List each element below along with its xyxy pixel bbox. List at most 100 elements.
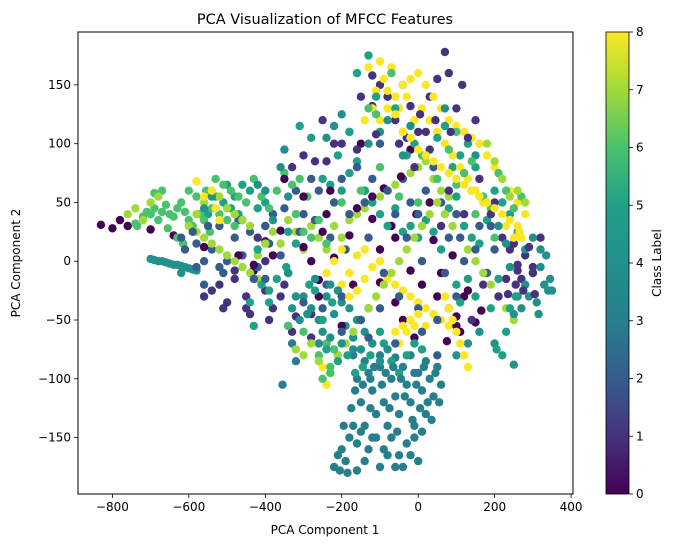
data-point-class-5 bbox=[253, 245, 262, 254]
data-point-class-5 bbox=[391, 204, 400, 213]
data-point-class-3 bbox=[349, 421, 358, 430]
data-point-class-3 bbox=[393, 427, 402, 436]
data-point-class-0 bbox=[448, 251, 457, 260]
data-point-class-5 bbox=[364, 51, 373, 60]
data-point-class-4 bbox=[540, 280, 549, 289]
data-point-class-6 bbox=[295, 174, 304, 184]
data-point-class-8 bbox=[398, 80, 408, 90]
data-point-class-1 bbox=[410, 163, 419, 172]
data-point-class-7 bbox=[337, 233, 346, 242]
data-point-class-6 bbox=[318, 374, 327, 383]
data-point-class-2 bbox=[486, 221, 495, 231]
data-point-class-2 bbox=[421, 186, 430, 195]
data-point-class-8 bbox=[475, 192, 484, 201]
data-point-class-3 bbox=[421, 409, 430, 419]
data-point-class-3 bbox=[400, 392, 409, 401]
colorbar-tick-label: 6 bbox=[636, 141, 644, 155]
data-point-class-7 bbox=[402, 245, 411, 254]
data-point-class-5 bbox=[333, 151, 343, 160]
data-point-class-7 bbox=[498, 174, 507, 184]
data-point-class-5 bbox=[417, 345, 427, 354]
data-point-class-3 bbox=[377, 380, 387, 389]
data-point-class-6 bbox=[133, 221, 142, 231]
data-point-class-6 bbox=[467, 157, 476, 166]
data-point-class-5 bbox=[471, 292, 480, 301]
data-point-class-2 bbox=[329, 198, 339, 207]
data-point-class-5 bbox=[498, 198, 507, 207]
data-point-class-4 bbox=[528, 233, 538, 242]
data-point-class-8 bbox=[375, 257, 385, 266]
data-point-class-5 bbox=[391, 104, 400, 113]
data-point-class-7 bbox=[215, 192, 224, 201]
data-point-class-5 bbox=[245, 186, 255, 195]
data-point-class-5 bbox=[328, 298, 337, 307]
data-point-class-2 bbox=[356, 315, 366, 325]
data-point-class-8 bbox=[345, 292, 354, 301]
data-point-class-4 bbox=[268, 215, 278, 225]
data-point-class-4 bbox=[284, 268, 293, 278]
data-point-class-5 bbox=[352, 157, 362, 166]
data-point-class-6 bbox=[199, 215, 209, 225]
data-point-class-3 bbox=[375, 351, 385, 360]
data-point-class-7 bbox=[253, 251, 262, 260]
data-point-class-8 bbox=[360, 274, 369, 284]
data-point-class-6 bbox=[234, 192, 243, 201]
data-point-class-3 bbox=[402, 439, 411, 448]
data-point-class-1 bbox=[444, 68, 453, 78]
data-point-class-8 bbox=[467, 186, 476, 195]
data-point-class-8 bbox=[406, 292, 415, 301]
data-point-class-5 bbox=[440, 121, 450, 131]
data-point-class-3 bbox=[356, 398, 366, 407]
colorbar-tick-label: 2 bbox=[636, 372, 644, 386]
data-point-class-2 bbox=[180, 245, 190, 254]
data-point-class-8 bbox=[490, 163, 499, 172]
data-point-class-5 bbox=[463, 139, 473, 148]
data-point-class-4 bbox=[349, 345, 358, 354]
data-point-class-8 bbox=[444, 304, 453, 313]
data-point-class-1 bbox=[230, 266, 239, 275]
data-point-class-1 bbox=[368, 71, 377, 80]
data-point-class-0 bbox=[417, 280, 427, 289]
data-point-class-8 bbox=[352, 251, 362, 260]
data-point-class-8 bbox=[414, 309, 423, 319]
data-point-class-2 bbox=[230, 233, 239, 242]
data-point-class-1 bbox=[307, 333, 316, 342]
data-point-class-1 bbox=[436, 221, 446, 231]
data-point-class-6 bbox=[184, 186, 193, 195]
data-point-class-5 bbox=[326, 180, 335, 189]
data-point-class-6 bbox=[192, 192, 201, 201]
data-point-class-1 bbox=[230, 274, 239, 284]
data-point-class-6 bbox=[337, 198, 346, 207]
data-point-class-2 bbox=[452, 210, 461, 219]
data-point-class-1 bbox=[459, 210, 469, 219]
data-point-class-3 bbox=[419, 362, 429, 372]
data-point-class-3 bbox=[415, 404, 425, 413]
data-point-class-3 bbox=[396, 374, 406, 383]
data-point-class-0 bbox=[280, 174, 289, 184]
data-point-class-8 bbox=[199, 192, 209, 201]
data-point-class-7 bbox=[291, 345, 301, 354]
x-tick-label: −200 bbox=[325, 500, 358, 514]
data-point-class-2 bbox=[364, 233, 373, 242]
data-point-class-1 bbox=[253, 233, 262, 242]
data-point-class-4 bbox=[547, 286, 557, 295]
data-point-class-8 bbox=[509, 233, 518, 242]
data-point-class-4 bbox=[295, 315, 304, 325]
data-point-class-5 bbox=[264, 286, 274, 295]
data-point-class-8 bbox=[440, 292, 450, 301]
data-point-class-1 bbox=[521, 251, 530, 260]
data-point-class-2 bbox=[383, 186, 392, 195]
data-point-class-8 bbox=[482, 198, 492, 207]
data-point-class-8 bbox=[345, 268, 354, 278]
data-point-class-5 bbox=[444, 204, 453, 213]
data-point-class-1 bbox=[431, 116, 440, 125]
data-point-class-2 bbox=[337, 292, 346, 301]
data-point-class-1 bbox=[475, 174, 484, 184]
data-point-class-5 bbox=[501, 327, 511, 336]
data-point-class-7 bbox=[509, 315, 518, 325]
data-point-class-8 bbox=[375, 116, 385, 125]
y-axis-label: PCA Component 2 bbox=[9, 209, 23, 318]
data-point-class-2 bbox=[433, 315, 442, 325]
colorbar-tick-label: 8 bbox=[636, 25, 644, 39]
data-point-class-2 bbox=[207, 245, 216, 254]
